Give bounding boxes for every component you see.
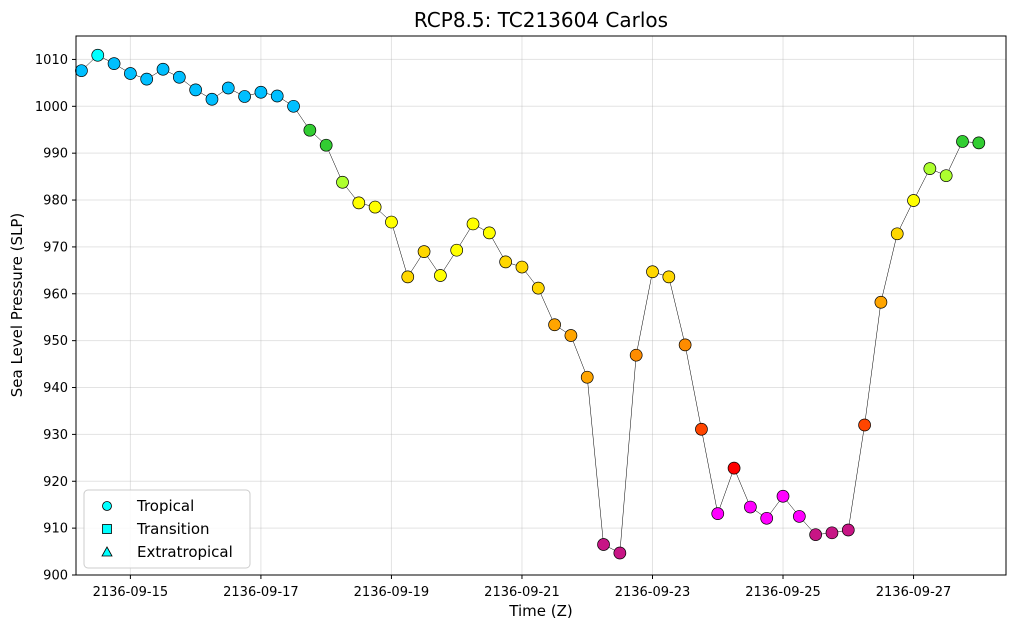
- data-points: [75, 48, 986, 560]
- legend-extratropical-label: Extratropical: [137, 543, 233, 561]
- y-tick-label: 930: [43, 428, 68, 443]
- data-point: [140, 72, 154, 86]
- grid-lines: [76, 36, 1006, 576]
- data-point: [450, 243, 464, 257]
- x-axis-ticks: 2136-09-15 2136-09-17 2136-09-19 2136-09-21…: [93, 575, 952, 600]
- chart-title: RCP8.5: TC213604 Carlos: [414, 8, 668, 32]
- y-tick-label: 970: [43, 240, 68, 255]
- data-point: [107, 57, 121, 71]
- data-point: [91, 48, 105, 62]
- data-point: [287, 99, 300, 113]
- x-tick-label: 2136-09-17: [223, 585, 299, 600]
- data-point: [385, 215, 398, 229]
- data-point: [417, 245, 431, 258]
- data-point: [972, 136, 986, 150]
- y-tick-label: 940: [43, 381, 68, 396]
- legend-extratropical-marker: [101, 546, 113, 557]
- plot-frame: [75, 35, 1007, 576]
- data-point: [874, 295, 888, 309]
- y-tick-label: 910: [43, 522, 68, 537]
- data-point: [205, 92, 219, 106]
- data-point: [646, 265, 659, 279]
- data-point: [548, 318, 561, 332]
- data-point: [956, 135, 969, 148]
- data-point: [434, 269, 447, 282]
- y-tick-label: 990: [43, 147, 68, 162]
- y-tick-label: 1010: [35, 53, 68, 68]
- y-tick-label: 900: [43, 569, 68, 584]
- data-point: [221, 81, 235, 95]
- legend-transition-label: Transition: [136, 520, 210, 538]
- data-point: [336, 175, 349, 189]
- data-point: [841, 523, 855, 537]
- data-point: [499, 255, 512, 269]
- data-point: [613, 546, 627, 560]
- legend-box: [83, 489, 251, 569]
- x-tick-label: 2136-09-25: [745, 585, 821, 600]
- data-point: [678, 338, 692, 352]
- data-point: [303, 123, 317, 137]
- data-point: [776, 489, 790, 503]
- data-point: [401, 270, 415, 284]
- legend: Tropical Transition Extratropical: [83, 489, 251, 569]
- data-point: [482, 226, 496, 240]
- data-point: [727, 461, 741, 475]
- data-point: [744, 500, 757, 514]
- data-point: [189, 83, 202, 97]
- data-point: [156, 62, 170, 76]
- y-tick-label: 980: [43, 194, 68, 209]
- x-tick-label: 2136-09-19: [354, 585, 430, 600]
- x-tick-label: 2136-09-27: [876, 585, 952, 600]
- data-point: [75, 64, 88, 78]
- data-point: [711, 507, 725, 520]
- data-point: [907, 194, 920, 207]
- data-point: [809, 528, 822, 542]
- y-tick-label: 950: [43, 334, 68, 349]
- data-point: [939, 169, 953, 183]
- data-point: [254, 85, 268, 99]
- data-point: [466, 217, 480, 231]
- x-tick-label: 2136-09-23: [615, 585, 691, 600]
- data-point: [858, 418, 871, 432]
- legend-tropical-label: Tropical: [136, 497, 194, 515]
- data-point: [792, 510, 806, 523]
- legend-transition-marker: [102, 524, 112, 534]
- data-point: [890, 227, 904, 241]
- data-point: [695, 422, 708, 436]
- data-point: [124, 67, 137, 80]
- data-point: [564, 329, 578, 342]
- x-tick-label: 2136-09-21: [484, 585, 560, 600]
- x-axis-label: Time (Z): [508, 602, 572, 620]
- y-tick-label: 1000: [35, 100, 68, 115]
- data-point: [515, 260, 529, 274]
- data-point: [531, 281, 545, 295]
- x-tick-label: 2136-09-15: [93, 585, 169, 600]
- data-point: [825, 526, 839, 540]
- y-axis-label: Sea Level Pressure (SLP): [8, 213, 26, 398]
- data-point: [597, 538, 610, 551]
- data-point: [662, 270, 676, 284]
- data-point: [923, 162, 937, 175]
- data-point: [368, 200, 382, 214]
- data-point: [270, 89, 284, 103]
- data-point: [238, 90, 251, 103]
- data-point: [352, 196, 366, 210]
- data-point: [629, 348, 643, 362]
- y-tick-label: 960: [43, 287, 68, 302]
- data-point: [172, 70, 186, 84]
- data-point: [319, 138, 333, 152]
- y-tick-label: 920: [43, 475, 68, 490]
- legend-tropical-marker: [102, 501, 112, 511]
- y-axis-ticks: 900 910 920 930 940 950 960 970 980 990 1000 1010: [35, 53, 76, 584]
- data-point: [580, 370, 594, 384]
- data-point: [760, 511, 774, 525]
